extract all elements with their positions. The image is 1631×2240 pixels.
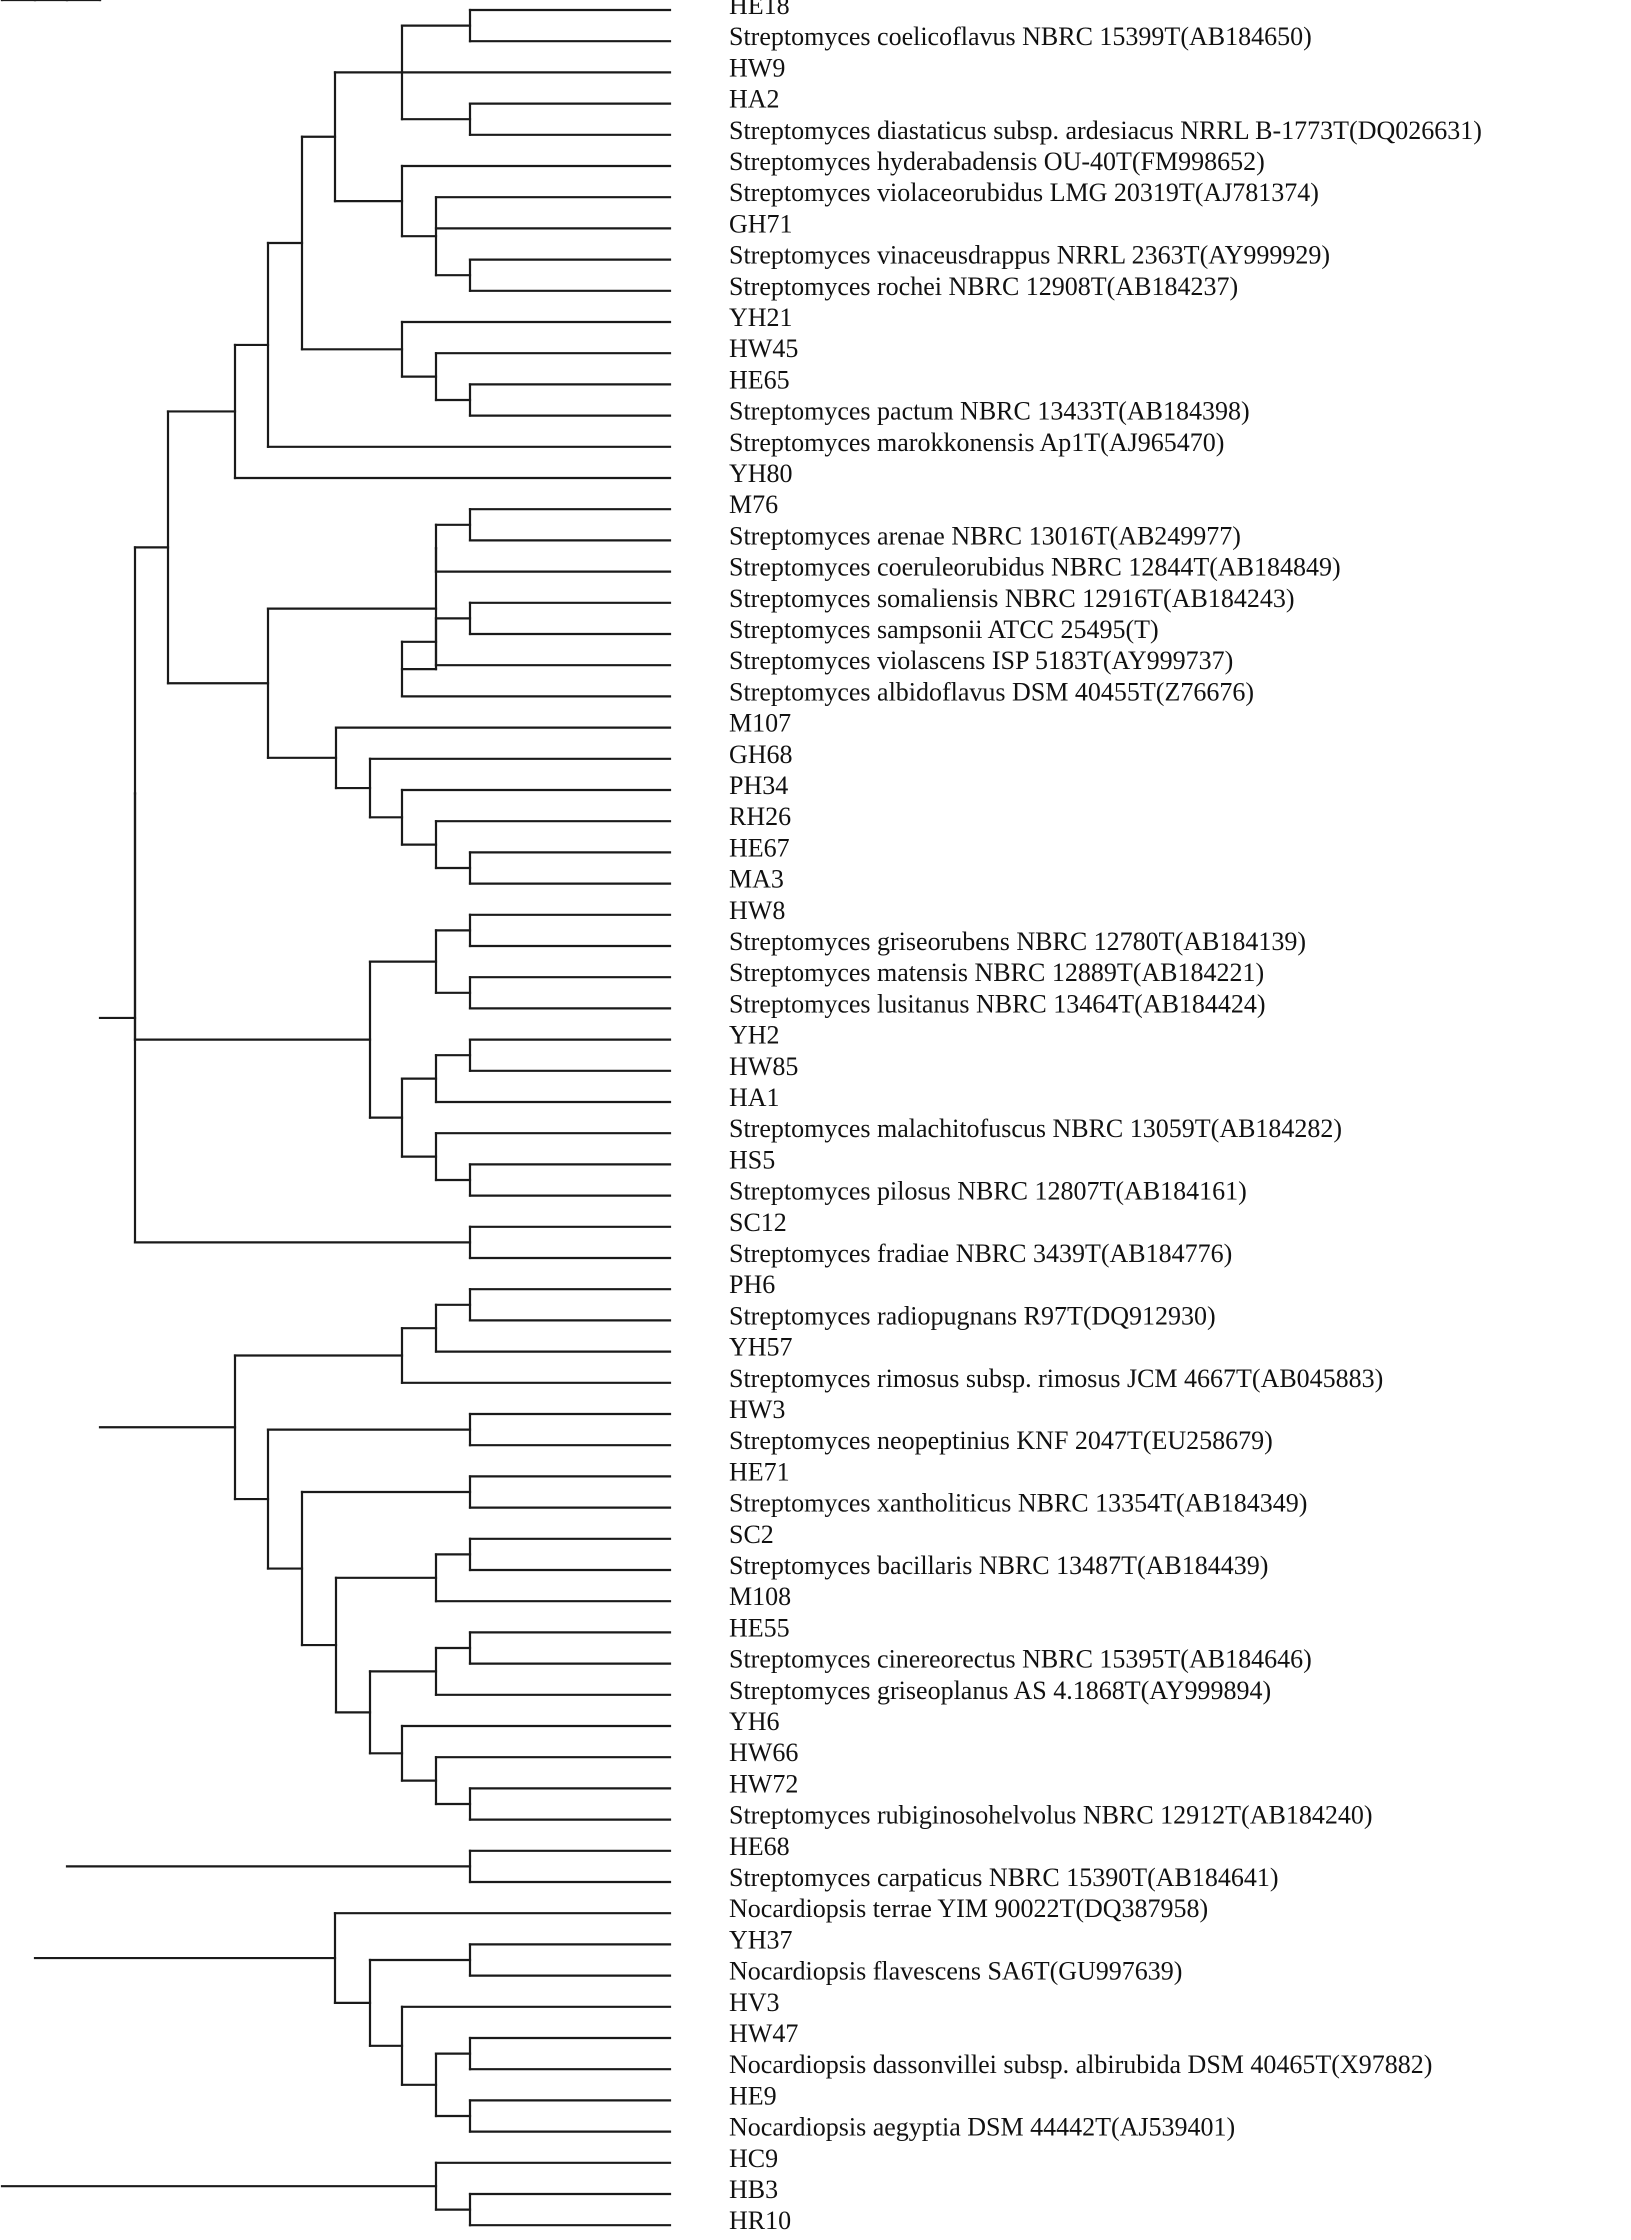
leaf-label: HW45	[729, 334, 798, 363]
leaf-label: Streptomyces marokkonensis Ap1T(AJ965470…	[729, 428, 1224, 457]
leaf-label: Streptomyces sampsonii ATCC 25495(T)	[729, 615, 1159, 644]
leaf-label: HA2	[729, 85, 780, 114]
leaf-label: YH2	[729, 1021, 780, 1050]
leaf-label: Streptomyces malachitofuscus NBRC 13059T…	[729, 1114, 1342, 1143]
leaf-label: Streptomyces xantholiticus NBRC 13354T(A…	[729, 1489, 1307, 1518]
leaf-label: HW9	[729, 53, 785, 82]
leaf-label: HE65	[729, 365, 790, 394]
leaf-label: PH6	[729, 1270, 775, 1299]
leaf-label: HR10	[729, 2206, 791, 2235]
leaf-label: Nocardiopsis aegyptia DSM 44442T(AJ53940…	[729, 2113, 1235, 2142]
leaf-label: Streptomyces rochei NBRC 12908T(AB184237…	[729, 272, 1238, 301]
leaf-label: Streptomyces violaceorubidus LMG 20319T(…	[729, 178, 1319, 207]
leaf-label: Streptomyces cinereorectus NBRC 15395T(A…	[729, 1645, 1312, 1674]
leaf-label: HW47	[729, 2019, 798, 2048]
leaf-label: Streptomyces matensis NBRC 12889T(AB1842…	[729, 958, 1264, 987]
leaf-label: HE71	[729, 1457, 790, 1486]
leaf-label: Streptomyces pilosus NBRC 12807T(AB18416…	[729, 1177, 1247, 1206]
leaf-label: HE68	[729, 1832, 790, 1861]
leaf-label: Streptomyces neopeptinius KNF 2047T(EU25…	[729, 1426, 1273, 1455]
leaf-label: Streptomyces rubiginosohelvolus NBRC 129…	[729, 1801, 1372, 1830]
leaf-label: Streptomyces albidoflavus DSM 40455T(Z76…	[729, 677, 1254, 706]
leaf-label: MA3	[729, 865, 784, 894]
leaf-label: HE18	[729, 0, 790, 20]
leaf-label: SC12	[729, 1208, 787, 1237]
leaf-label: HW8	[729, 896, 785, 925]
leaf-label: HB3	[729, 2175, 778, 2204]
leaf-label: YH6	[729, 1707, 780, 1736]
leaf-label: HE9	[729, 2081, 777, 2110]
leaf-label: HC9	[729, 2144, 778, 2173]
leaf-label: Streptomyces radiopugnans R97T(DQ912930)	[729, 1301, 1216, 1330]
leaf-label: Streptomyces pactum NBRC 13433T(AB184398…	[729, 397, 1250, 426]
leaf-label: GH71	[729, 209, 793, 238]
leaf-label: Nocardiopsis flavescens SA6T(GU997639)	[729, 1957, 1182, 1986]
leaf-label: Streptomyces coelicoflavus NBRC 15399T(A…	[729, 22, 1312, 51]
leaf-label: YH21	[729, 303, 793, 332]
leaf-label: Streptomyces lusitanus NBRC 13464T(AB184…	[729, 989, 1266, 1018]
leaf-label: YH37	[729, 1925, 793, 1954]
leaf-label: HE67	[729, 833, 790, 862]
leaf-label: HA1	[729, 1083, 780, 1112]
leaf-label: Streptomyces griseorubens NBRC 12780T(AB…	[729, 927, 1306, 956]
leaf-label: HW85	[729, 1052, 798, 1081]
leaf-label: Streptomyces rimosus subsp. rimosus JCM …	[729, 1364, 1383, 1393]
tree-branches	[0, 0, 672, 2227]
leaf-label: Streptomyces bacillaris NBRC 13487T(AB18…	[729, 1551, 1268, 1580]
leaf-label: HW72	[729, 1769, 798, 1798]
leaf-label: YH80	[729, 459, 793, 488]
leaf-label: Streptomyces arenae NBRC 13016T(AB249977…	[729, 521, 1241, 550]
leaf-label: HE55	[729, 1613, 790, 1642]
leaf-label: M76	[729, 490, 778, 519]
leaf-label: Streptomyces coeruleorubidus NBRC 12844T…	[729, 553, 1341, 582]
leaf-label: RH26	[729, 802, 791, 831]
leaf-label: Streptomyces fradiae NBRC 3439T(AB184776…	[729, 1239, 1232, 1268]
leaf-label: HV3	[729, 1988, 780, 2017]
leaf-label: Streptomyces carpaticus NBRC 15390T(AB18…	[729, 1863, 1279, 1892]
leaf-label: Streptomyces hyderabadensis OU-40T(FM998…	[729, 147, 1265, 176]
leaf-label: Streptomyces somaliensis NBRC 12916T(AB1…	[729, 584, 1294, 613]
leaf-label: HW66	[729, 1738, 798, 1767]
leaf-label: Nocardiopsis terrae YIM 90022T(DQ387958)	[729, 1894, 1208, 1923]
leaf-label: YH57	[729, 1333, 793, 1362]
leaf-label: HW3	[729, 1395, 785, 1424]
leaf-label: M107	[729, 709, 791, 738]
leaf-label: Streptomyces griseoplanus AS 4.1868T(AY9…	[729, 1676, 1271, 1705]
leaf-label: Streptomyces violascens ISP 5183T(AY9997…	[729, 646, 1233, 675]
leaf-label: Streptomyces diastaticus subsp. ardesiac…	[729, 116, 1482, 145]
leaf-label: Streptomyces vinaceusdrappus NRRL 2363T(…	[729, 241, 1330, 270]
leaf-label: PH34	[729, 771, 788, 800]
leaf-label: SC2	[729, 1520, 774, 1549]
leaf-label: Nocardiopsis dassonvillei subsp. albirub…	[729, 2050, 1432, 2079]
leaf-label: M108	[729, 1582, 791, 1611]
leaf-label: HS5	[729, 1145, 775, 1174]
leaf-label: GH68	[729, 740, 793, 769]
